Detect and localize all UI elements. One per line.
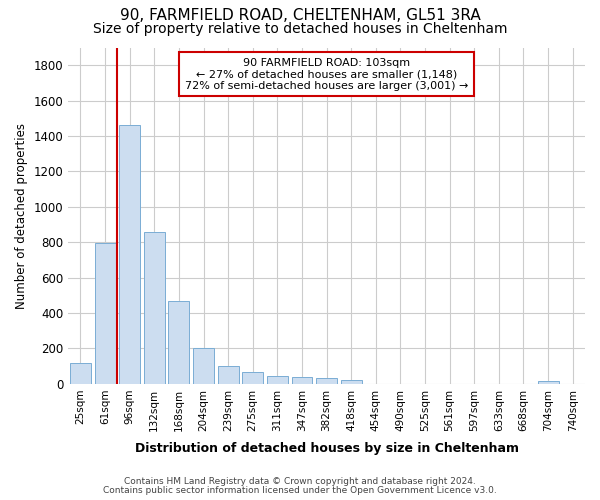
Bar (292, 377, 313, 384)
Bar (316, 378, 337, 384)
Y-axis label: Number of detached properties: Number of detached properties (15, 122, 28, 308)
Bar (119, 126, 140, 384)
Bar (193, 348, 214, 384)
Bar (95, 243, 116, 384)
Bar (144, 232, 165, 384)
Text: Contains public sector information licensed under the Open Government Licence v3: Contains public sector information licen… (103, 486, 497, 495)
Bar (538, 381, 559, 384)
Text: 90 FARMFIELD ROAD: 103sqm
← 27% of detached houses are smaller (1,148)
72% of se: 90 FARMFIELD ROAD: 103sqm ← 27% of detac… (185, 58, 468, 91)
Bar (218, 366, 239, 384)
Text: Contains HM Land Registry data © Crown copyright and database right 2024.: Contains HM Land Registry data © Crown c… (124, 477, 476, 486)
Bar (169, 300, 190, 384)
Bar (70, 362, 91, 384)
Text: 90, FARMFIELD ROAD, CHELTENHAM, GL51 3RA: 90, FARMFIELD ROAD, CHELTENHAM, GL51 3RA (119, 8, 481, 22)
Bar (242, 372, 263, 384)
Bar (267, 376, 288, 384)
Text: Size of property relative to detached houses in Cheltenham: Size of property relative to detached ho… (93, 22, 507, 36)
Bar (341, 380, 362, 384)
X-axis label: Distribution of detached houses by size in Cheltenham: Distribution of detached houses by size … (134, 442, 518, 455)
